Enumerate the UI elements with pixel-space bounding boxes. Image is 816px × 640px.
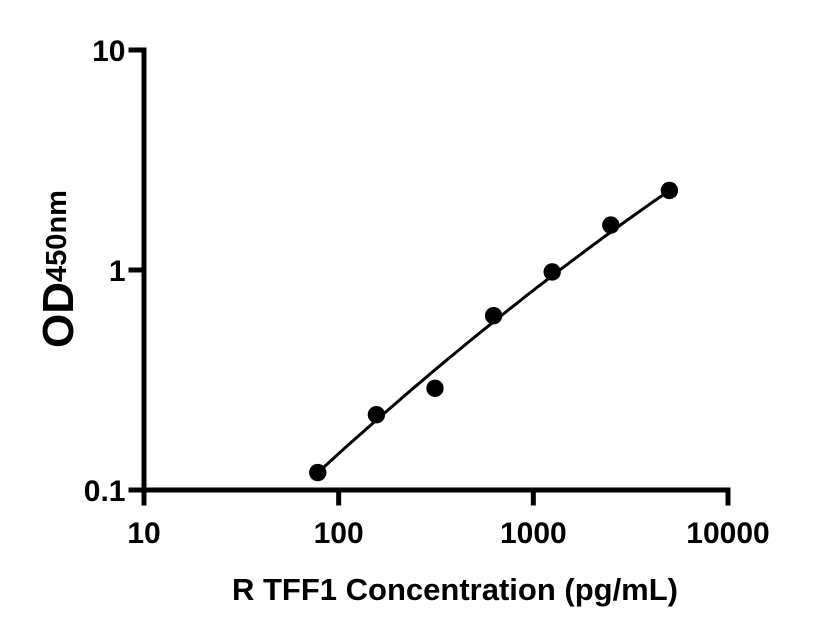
y-axis-title-sub: 450nm (41, 190, 73, 282)
fit-curve (316, 188, 671, 475)
data-point (602, 216, 620, 234)
x-tick-label: 100 (314, 517, 364, 550)
data-point (309, 463, 327, 482)
x-tick-label: 1000 (500, 517, 567, 550)
y-tick-label: 1 (109, 255, 126, 288)
x-tick-label: 10 (127, 517, 160, 550)
x-tick-label: 10000 (686, 517, 769, 550)
data-point (426, 379, 444, 397)
y-tick-label: 10 (92, 35, 125, 68)
data-point (484, 306, 503, 325)
data-point (367, 405, 386, 424)
x-axis-title: R TFF1 Concentration (pg/mL) (231, 572, 679, 607)
y-axis-title-main: OD (34, 281, 83, 348)
y-tick-label: 0.1 (84, 475, 126, 508)
data-point (660, 181, 679, 200)
data-point (543, 263, 561, 281)
y-axis-title: OD450nm (34, 190, 84, 348)
